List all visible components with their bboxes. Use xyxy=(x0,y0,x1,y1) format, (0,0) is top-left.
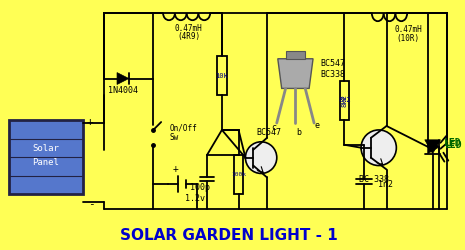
Text: (10R): (10R) xyxy=(397,34,420,43)
Bar xyxy=(217,56,227,95)
Text: b: b xyxy=(296,128,301,138)
Text: SOLAR GARDEN LIGHT - 1: SOLAR GARDEN LIGHT - 1 xyxy=(120,228,338,243)
Text: 8k2: 8k2 xyxy=(338,97,351,103)
Circle shape xyxy=(246,142,277,174)
Polygon shape xyxy=(286,51,305,59)
Text: 0.47mH: 0.47mH xyxy=(175,24,202,32)
Text: -: - xyxy=(88,199,95,209)
Text: BC547: BC547 xyxy=(320,59,345,68)
Polygon shape xyxy=(425,140,440,154)
Text: Sw: Sw xyxy=(170,133,179,142)
Text: On/Off: On/Off xyxy=(170,124,198,132)
Polygon shape xyxy=(278,59,313,88)
Text: e: e xyxy=(314,122,319,130)
Text: BC 338: BC 338 xyxy=(359,175,389,184)
Bar xyxy=(339,80,349,120)
Bar xyxy=(9,120,83,194)
Polygon shape xyxy=(117,72,129,85)
Text: 0.47mH: 0.47mH xyxy=(394,24,422,34)
Circle shape xyxy=(361,130,396,166)
Polygon shape xyxy=(428,140,439,154)
Text: c: c xyxy=(271,124,276,132)
Text: BC547: BC547 xyxy=(256,128,281,138)
Text: LED: LED xyxy=(445,140,463,150)
Bar xyxy=(234,155,244,194)
Text: 1n2: 1n2 xyxy=(378,180,393,189)
Text: 100p: 100p xyxy=(190,183,210,192)
Text: 8k2: 8k2 xyxy=(341,94,347,107)
Text: Solar: Solar xyxy=(32,144,59,153)
Text: 1.2v: 1.2v xyxy=(186,194,206,203)
Text: Panel: Panel xyxy=(32,158,59,167)
Text: LED: LED xyxy=(444,138,461,148)
Text: (4R9): (4R9) xyxy=(177,32,200,42)
Text: +: + xyxy=(86,117,93,127)
Text: 100k: 100k xyxy=(231,172,246,177)
Text: +: + xyxy=(173,164,179,174)
Text: BC338: BC338 xyxy=(320,70,345,79)
Text: 1N4004: 1N4004 xyxy=(108,86,138,95)
Text: 10k: 10k xyxy=(216,72,228,78)
